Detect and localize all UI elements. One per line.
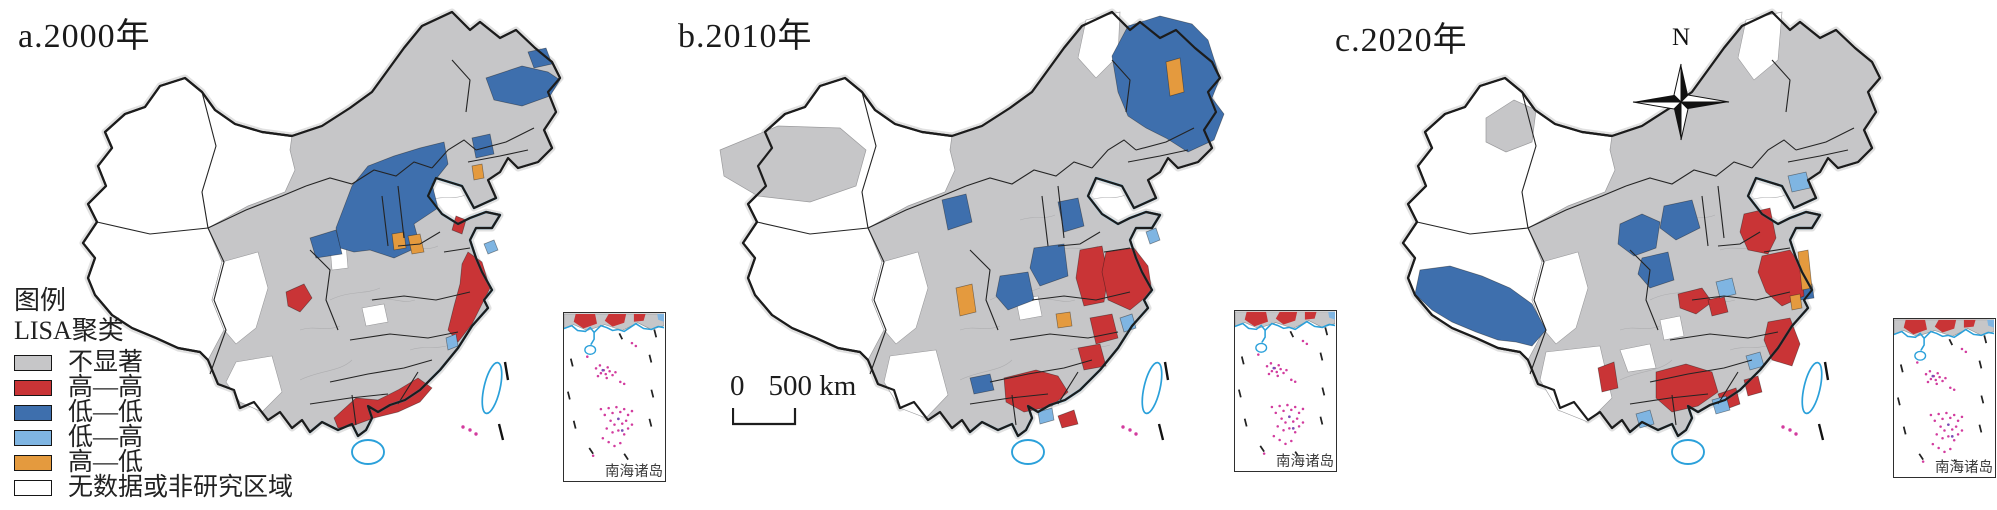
south-china-sea-inset: 南海诸岛 [1234, 310, 1337, 472]
compass-north-label: N [1671, 24, 1691, 51]
china-map-2010 [719, 8, 1225, 465]
legend-label: 低—高 [68, 424, 144, 451]
legend-label: 高—高 [68, 374, 144, 401]
legend-label: 高—低 [68, 449, 144, 476]
south-china-sea-inset: 南海诸岛 [563, 312, 666, 482]
legend: 图例 LISA聚类 不显著 高—高 低—低 低—高 高—低 无数据或非研究区域 [14, 286, 294, 501]
legend-item-nodata: 无数据或非研究区域 [14, 474, 294, 501]
legend-label: 无数据或非研究区域 [68, 474, 294, 501]
map-panel-2020: c.2020年 N 南海诸岛 [1320, 0, 1997, 510]
scale-bar: 0 500 km [724, 370, 856, 427]
legend-swatch-ns [14, 354, 52, 371]
legend-item-ns: 不显著 [14, 349, 293, 376]
compass-rose-icon [1632, 63, 1730, 141]
legend-swatch-ll [14, 404, 52, 421]
legend-item-hl: 高—低 [14, 449, 293, 476]
legend-title: 图例 [14, 286, 67, 315]
legend-label: 低—低 [68, 399, 144, 426]
panel-title-2020: c.2020年 [1335, 22, 1468, 59]
inset-label: 南海诸岛 [1935, 460, 1993, 476]
scale-bar-distance: 500 km [768, 370, 857, 402]
legend-item-hh: 高—高 [14, 374, 293, 401]
map-panel-2010: b.2010年 0 500 km 南海诸岛 [660, 0, 1337, 510]
south-china-sea-inset-map [1235, 311, 1335, 458]
map-panel-2000: a.2000年 图例 LISA聚类 不显著 高—高 低—低 低—高 高—低 无数据或非研究… [0, 0, 666, 510]
legend-swatch-hh [14, 379, 52, 396]
legend-item-ll: 低—低 [14, 399, 293, 426]
china-map-2020 [1399, 8, 1884, 465]
scale-bar-bracket [732, 408, 797, 426]
legend-subtitle: LISA聚类 [14, 316, 124, 345]
legend-swatch-lh [14, 429, 52, 446]
inset-label: 南海诸岛 [1276, 454, 1334, 470]
inset-label: 南海诸岛 [605, 464, 663, 480]
legend-swatch-nodata [14, 479, 52, 496]
panel-title-2010: b.2010年 [678, 18, 813, 55]
legend-rows: 不显著 高—高 低—低 低—高 高—低 无数据或非研究区域 [14, 349, 294, 501]
compass: N [1620, 24, 1742, 154]
legend-item-lh: 低—高 [14, 424, 293, 451]
legend-swatch-hl [14, 454, 52, 471]
scale-bar-zero: 0 [730, 370, 745, 402]
china-map-2000 [79, 8, 564, 465]
south-china-sea-inset-map [1894, 319, 1994, 466]
south-china-sea-inset-map [564, 313, 664, 461]
panel-title-2000: a.2000年 [18, 18, 151, 55]
legend-label: 不显著 [68, 349, 144, 376]
south-china-sea-inset: 南海诸岛 [1893, 318, 1996, 478]
